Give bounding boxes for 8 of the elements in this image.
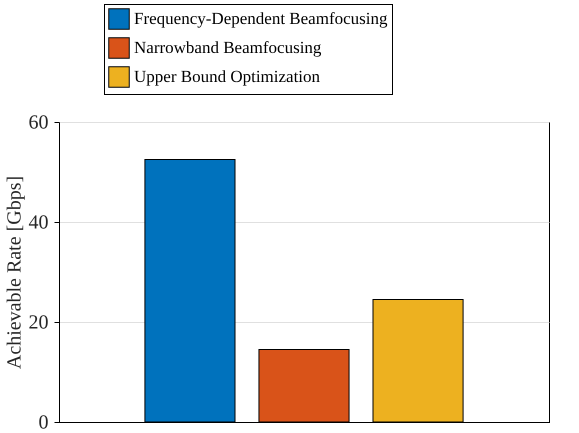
legend-label: Frequency-Dependent Beamfocusing xyxy=(134,9,388,28)
y-tick-label: 0 xyxy=(38,412,48,433)
legend-label: Narrowband Beamfocusing xyxy=(134,38,322,57)
y-axis-title: Achievable Rate [Gbps] xyxy=(4,176,26,370)
y-tick-label: 60 xyxy=(28,112,48,134)
y-tick-label: 20 xyxy=(28,312,48,334)
y-tick-label: 40 xyxy=(28,212,48,234)
legend-label: Upper Bound Optimization xyxy=(134,67,321,86)
